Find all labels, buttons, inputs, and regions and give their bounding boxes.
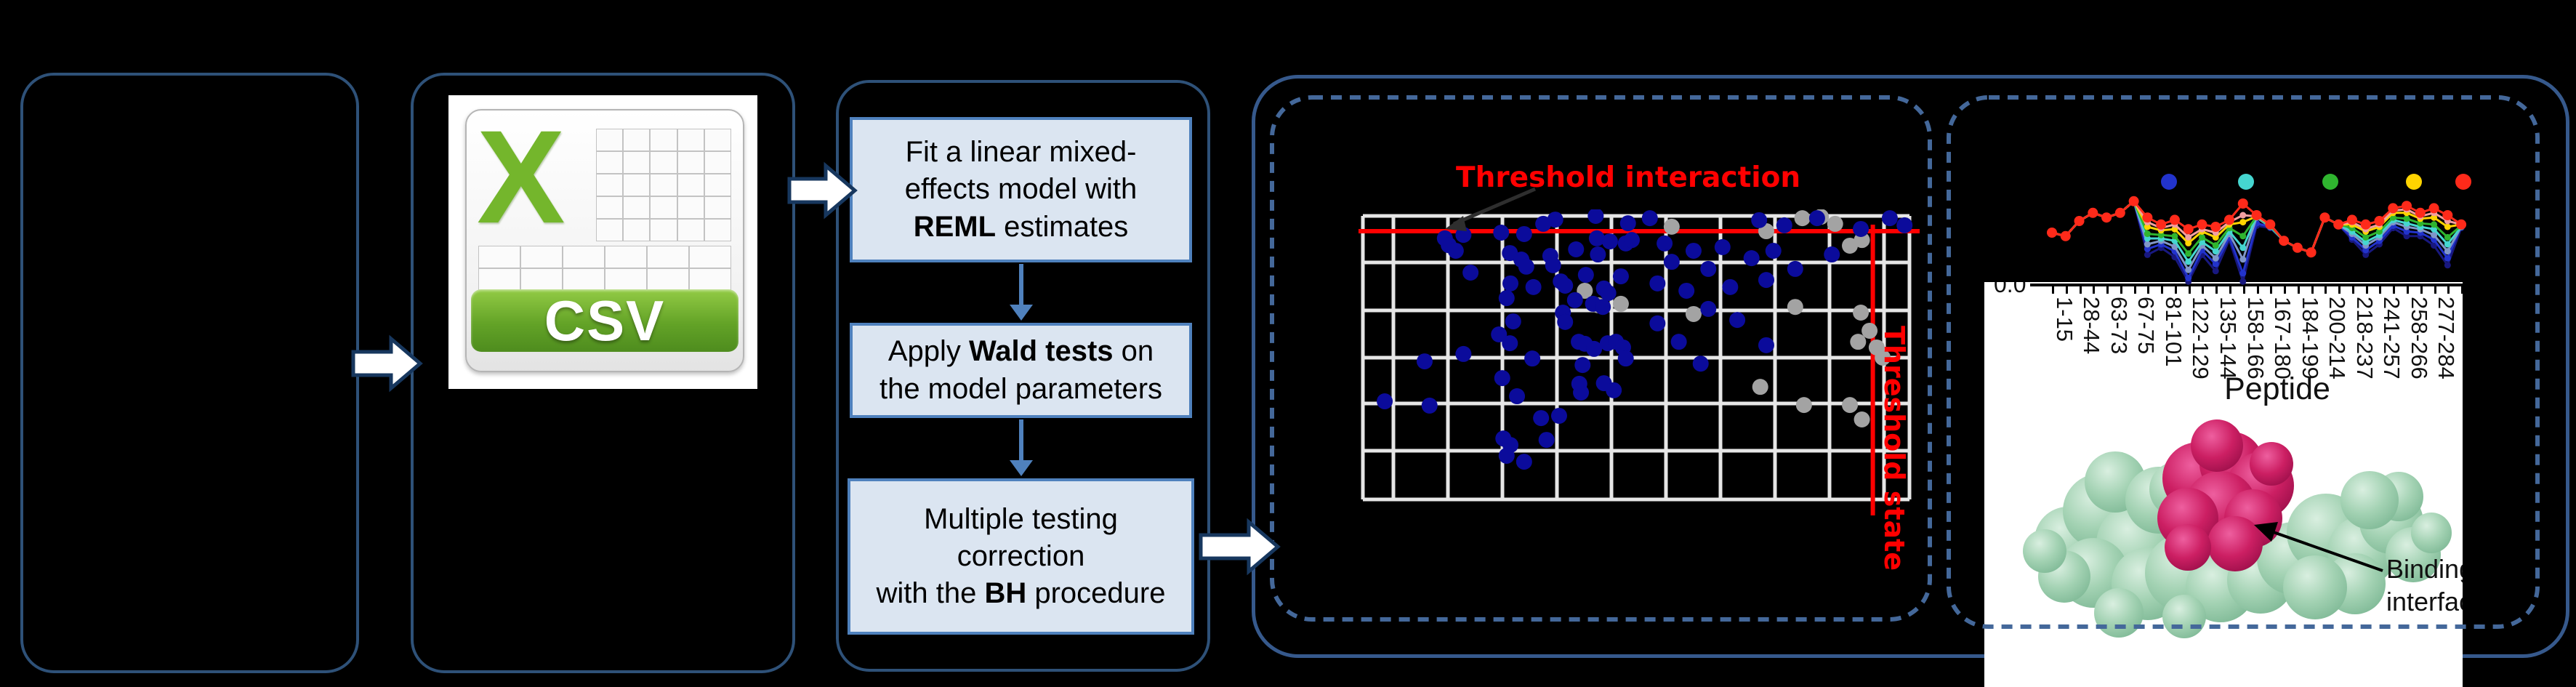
threshold-state-label: Threshold state <box>1878 326 1910 571</box>
panel-input <box>20 73 359 673</box>
legend-dot-2 <box>2238 174 2254 190</box>
threshold-interaction-label: Threshold interaction <box>1456 161 1801 194</box>
flow-step-2: Apply Wald tests on the model parameters <box>850 323 1192 418</box>
legend-dot-4 <box>2406 174 2422 190</box>
excel-x-glyph: X <box>477 103 565 251</box>
peptide-figure-background: 1-15 28-44 63-73 67-75 81-101 122-129 135-144 1… <box>1984 282 2463 687</box>
csv-banner-label: CSV <box>544 288 666 353</box>
legend-dot-5 <box>2455 174 2471 190</box>
flow-step-1: Fit a linear mixed-effects model with REM… <box>850 117 1192 262</box>
flow-connector-2 <box>1019 419 1023 462</box>
legend-dot-3 <box>2322 174 2338 190</box>
legend-dot-1 <box>2161 174 2177 190</box>
flow-connector-1 <box>1019 264 1023 306</box>
spreadsheet-grid-bottom <box>478 246 731 291</box>
panel-results-outer <box>1252 75 2569 658</box>
binding-interface-label: Binding interface <box>2386 554 2463 616</box>
csv-banner: CSV <box>471 288 738 353</box>
csv-file-image: X CSV <box>448 95 757 389</box>
csv-file-icon: X CSV <box>465 103 744 372</box>
panel-statistics <box>836 80 1210 672</box>
binding-interface-arrow <box>2254 522 2383 572</box>
spreadsheet-grid-top <box>596 129 731 241</box>
flow-step-3: Multiple testing correction with the BH pr… <box>848 478 1194 635</box>
volcano-scatter-plot <box>1359 209 1920 515</box>
peptide-uptake-line-chart <box>2047 174 2471 285</box>
